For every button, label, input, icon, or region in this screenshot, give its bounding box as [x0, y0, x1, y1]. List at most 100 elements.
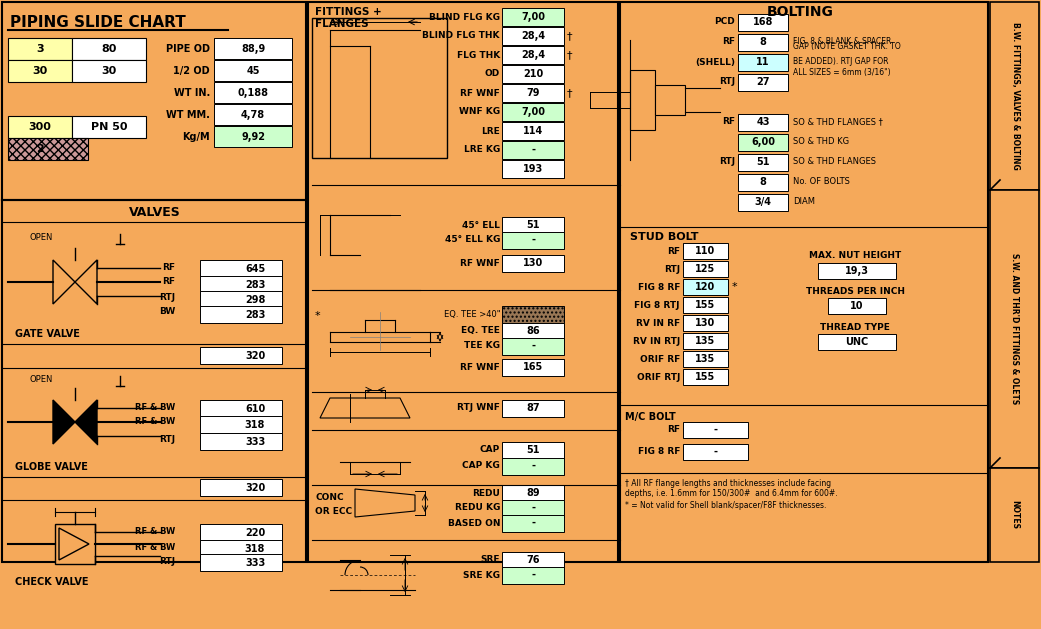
- Text: BW: BW: [158, 308, 175, 316]
- Text: 165: 165: [523, 362, 543, 372]
- Text: 114: 114: [523, 126, 543, 136]
- FancyBboxPatch shape: [502, 400, 564, 417]
- Text: SRE KG: SRE KG: [463, 571, 500, 579]
- FancyBboxPatch shape: [990, 468, 1039, 562]
- FancyBboxPatch shape: [200, 276, 282, 293]
- Text: THREAD TYPE: THREAD TYPE: [820, 323, 890, 331]
- FancyBboxPatch shape: [738, 154, 788, 171]
- Text: 0,188: 0,188: [237, 88, 269, 98]
- FancyBboxPatch shape: [2, 2, 306, 562]
- Text: 283: 283: [245, 310, 265, 320]
- Text: 45° ELL KG: 45° ELL KG: [445, 235, 500, 245]
- Text: TEE KG: TEE KG: [464, 342, 500, 350]
- FancyBboxPatch shape: [502, 567, 564, 584]
- FancyBboxPatch shape: [630, 70, 655, 130]
- FancyBboxPatch shape: [200, 400, 282, 417]
- Text: 610: 610: [245, 404, 265, 414]
- Text: 193: 193: [523, 164, 543, 174]
- Text: 110: 110: [695, 246, 715, 256]
- FancyBboxPatch shape: [8, 138, 88, 160]
- Text: GATE VALVE: GATE VALVE: [15, 329, 80, 339]
- Text: 333: 333: [245, 437, 265, 447]
- Text: Kg/M: Kg/M: [182, 132, 210, 142]
- Text: 8: 8: [760, 37, 766, 47]
- Text: PIPE OD: PIPE OD: [166, 44, 210, 54]
- FancyBboxPatch shape: [683, 351, 728, 367]
- Text: 6,00: 6,00: [751, 137, 775, 147]
- Text: 7,00: 7,00: [520, 12, 545, 22]
- FancyBboxPatch shape: [214, 60, 291, 81]
- Text: RTJ: RTJ: [719, 157, 735, 167]
- FancyBboxPatch shape: [502, 217, 564, 234]
- Text: 27: 27: [756, 77, 769, 87]
- Text: -: -: [531, 461, 535, 471]
- Text: 45° ELL: 45° ELL: [462, 221, 500, 230]
- FancyBboxPatch shape: [502, 84, 564, 102]
- Text: OR ECC: OR ECC: [315, 506, 352, 516]
- Text: 125: 125: [695, 264, 715, 274]
- Text: RF WNF: RF WNF: [460, 89, 500, 97]
- Text: RF & BW: RF & BW: [134, 418, 175, 426]
- Text: EQ. TEE >40": EQ. TEE >40": [443, 311, 500, 320]
- Text: (SHELL): (SHELL): [695, 57, 735, 67]
- Text: †: †: [567, 31, 573, 41]
- FancyBboxPatch shape: [502, 515, 564, 532]
- Text: 135: 135: [695, 336, 715, 346]
- FancyBboxPatch shape: [738, 34, 788, 51]
- Text: 220: 220: [245, 528, 265, 538]
- Text: 318: 318: [245, 420, 265, 430]
- Text: -: -: [531, 341, 535, 351]
- Text: B.W. FITTINGS, VALVES & BOLTING: B.W. FITTINGS, VALVES & BOLTING: [1011, 22, 1019, 170]
- Text: MAX. NUT HEIGHT: MAX. NUT HEIGHT: [809, 252, 902, 260]
- Text: 120: 120: [695, 282, 715, 292]
- Text: REDU KG: REDU KG: [455, 503, 500, 513]
- FancyBboxPatch shape: [200, 524, 282, 541]
- Text: RF & BW: RF & BW: [134, 403, 175, 413]
- Text: BOLTING: BOLTING: [766, 5, 834, 19]
- Text: 28,4: 28,4: [520, 31, 545, 41]
- Text: 86: 86: [526, 326, 540, 336]
- Text: 155: 155: [695, 372, 715, 382]
- Polygon shape: [53, 400, 75, 444]
- Text: -: -: [713, 425, 717, 435]
- FancyBboxPatch shape: [502, 359, 564, 376]
- Text: RTJ: RTJ: [159, 557, 175, 567]
- Text: 8: 8: [760, 177, 766, 187]
- Text: CAP KG: CAP KG: [462, 462, 500, 470]
- Text: EQ. TEE: EQ. TEE: [461, 326, 500, 335]
- Text: † All RF flange lengths and thicknesses include facing: † All RF flange lengths and thicknesses …: [625, 479, 831, 487]
- FancyBboxPatch shape: [502, 500, 564, 517]
- FancyBboxPatch shape: [502, 122, 564, 140]
- Text: 320: 320: [245, 351, 265, 361]
- Text: FIG 8 RTJ: FIG 8 RTJ: [635, 301, 680, 309]
- FancyBboxPatch shape: [72, 38, 146, 60]
- Text: 318: 318: [245, 544, 265, 554]
- Text: THREADS PER INCH: THREADS PER INCH: [806, 286, 905, 296]
- Text: OPEN: OPEN: [30, 233, 53, 243]
- Text: RF: RF: [667, 425, 680, 435]
- Text: 210: 210: [523, 69, 543, 79]
- FancyBboxPatch shape: [502, 306, 564, 323]
- Text: 51: 51: [756, 157, 769, 167]
- FancyBboxPatch shape: [502, 485, 564, 502]
- Text: -: -: [531, 503, 535, 513]
- Text: BE ADDED). RTJ GAP FOR: BE ADDED). RTJ GAP FOR: [793, 57, 889, 67]
- Text: LRE KG: LRE KG: [463, 145, 500, 155]
- FancyBboxPatch shape: [502, 442, 564, 459]
- Text: RF & BW: RF & BW: [134, 528, 175, 537]
- Text: RV IN RF: RV IN RF: [636, 318, 680, 328]
- FancyBboxPatch shape: [502, 232, 564, 249]
- Text: OPEN: OPEN: [30, 376, 53, 384]
- FancyBboxPatch shape: [502, 46, 564, 64]
- Text: 11: 11: [756, 57, 769, 67]
- Text: -: -: [531, 570, 535, 580]
- FancyBboxPatch shape: [502, 323, 564, 340]
- Text: 19,3: 19,3: [845, 266, 869, 276]
- Text: GLOBE VALVE: GLOBE VALVE: [15, 462, 87, 472]
- Text: depths, i.e. 1.6mm for 150/300#  and 6.4mm for 600#.: depths, i.e. 1.6mm for 150/300# and 6.4m…: [625, 489, 838, 498]
- Text: FLG THK: FLG THK: [457, 50, 500, 60]
- Text: BLIND FLG KG: BLIND FLG KG: [429, 13, 500, 21]
- Text: 43: 43: [756, 117, 769, 127]
- FancyBboxPatch shape: [502, 255, 564, 272]
- Text: 80: 80: [101, 44, 117, 54]
